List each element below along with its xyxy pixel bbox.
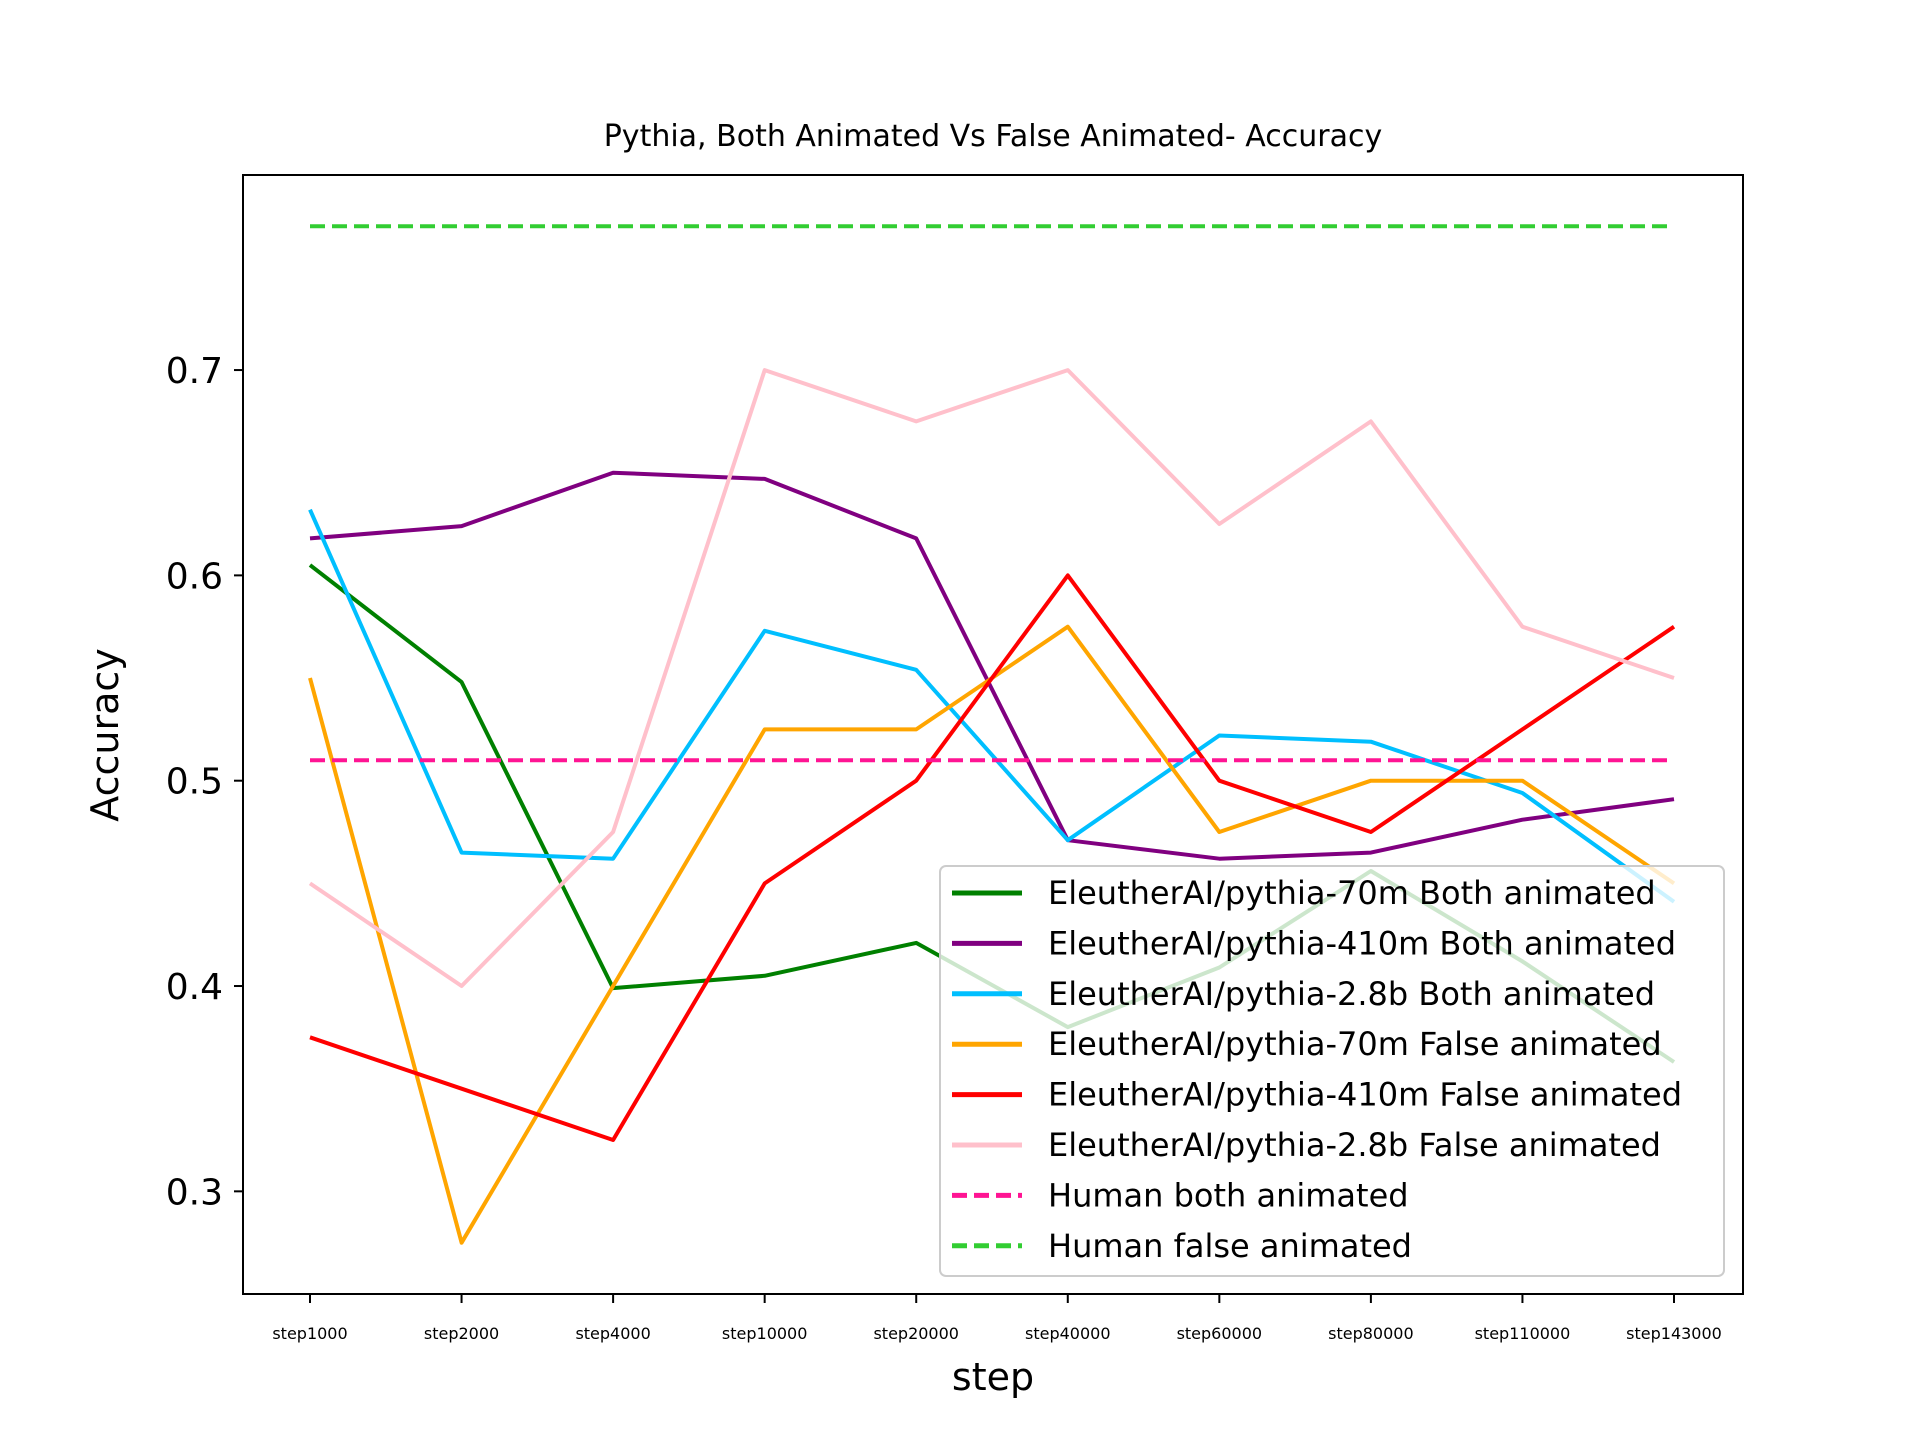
y-axis-label: Accuracy [83,648,127,822]
chart-title: Pythia, Both Animated Vs False Animated-… [604,119,1383,154]
legend-label-4: EleutherAI/pythia-70m False animated [1048,1025,1662,1063]
legend-label-2: EleutherAI/pythia-410m Both animated [1048,924,1676,962]
series-line-3 [308,508,1676,904]
series-line-5 [309,573,1676,1142]
plot-frame [242,174,1744,1295]
x-tick-label: step80000 [1328,1324,1414,1343]
y-tick-label: 0.7 [166,351,223,392]
legend-label-6: EleutherAI/pythia-2.8b False animated [1048,1126,1661,1164]
y-axis: 0.3 0.4 0.5 0.6 0.7 [166,351,243,1213]
series-layer [308,224,1676,1245]
x-tick-label: step4000 [575,1324,650,1343]
legend-label-8: Human false animated [1048,1227,1412,1265]
x-axis: step1000 step2000 step4000 step10000 step200… [272,1294,1722,1343]
x-tick-label: step60000 [1177,1324,1263,1343]
legend-label-3: EleutherAI/pythia-2.8b Both animated [1048,975,1655,1013]
x-tick-label: step143000 [1626,1324,1722,1343]
series-line-6 [308,368,1675,988]
legend: EleutherAI/pythia-70m Both animated Eleut… [939,865,1725,1277]
x-tick-label: step110000 [1475,1324,1571,1343]
x-tick-label: step10000 [722,1324,808,1343]
x-tick-label: step40000 [1025,1324,1111,1343]
series-line-2 [309,470,1675,861]
x-tick-label: step20000 [873,1324,959,1343]
legend-label-1: EleutherAI/pythia-70m Both animated [1048,874,1656,912]
y-tick-label: 0.3 [166,1172,223,1213]
y-tick-label: 0.5 [166,762,223,803]
legend-label-7: Human both animated [1048,1176,1409,1214]
x-tick-label: step2000 [424,1324,499,1343]
x-axis-label: step [952,1355,1034,1399]
x-tick-label: step1000 [272,1324,347,1343]
legend-label-5: EleutherAI/pythia-410m False animated [1048,1076,1682,1114]
y-tick-label: 0.6 [166,556,223,597]
y-tick-label: 0.4 [166,967,223,1008]
legend-box [939,865,1725,1277]
